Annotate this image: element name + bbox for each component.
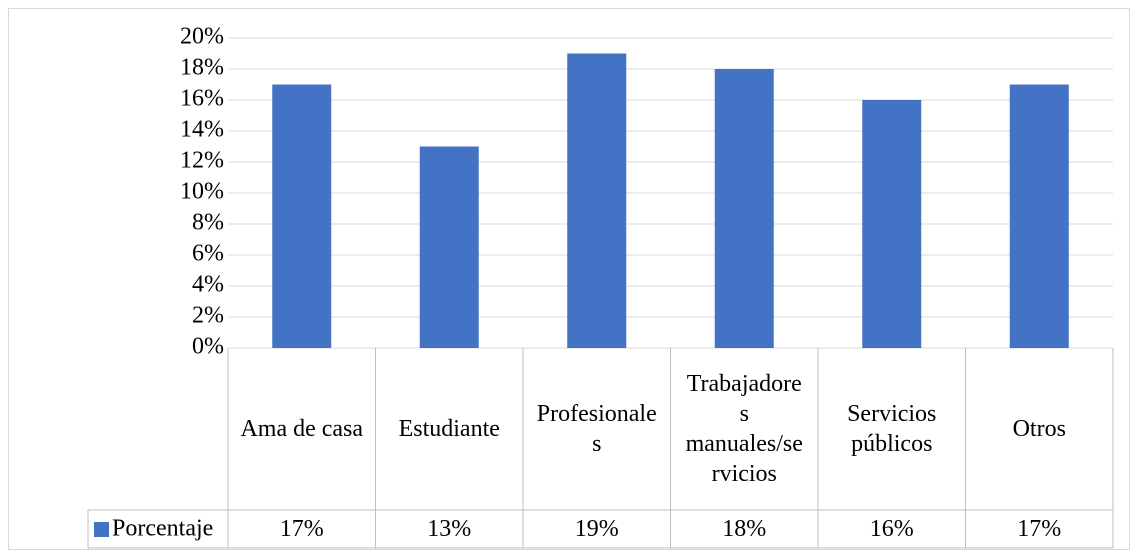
- y-tick-label: 14%: [180, 117, 224, 143]
- y-tick-label: 16%: [180, 86, 224, 112]
- category-label: Ama de casa: [240, 416, 364, 442]
- data-table-value: 19%: [574, 516, 619, 542]
- y-tick-label: 12%: [180, 148, 224, 174]
- legend-swatch: [94, 522, 109, 537]
- bar: [567, 53, 627, 348]
- y-tick-label: 6%: [192, 241, 224, 267]
- data-table-value: 16%: [869, 516, 914, 542]
- y-tick-label: 20%: [180, 24, 224, 50]
- data-table-value: 17%: [1017, 516, 1062, 542]
- bar: [419, 146, 479, 348]
- legend-label: Porcentaje: [112, 516, 213, 542]
- data-table-value: 13%: [427, 516, 472, 542]
- bar: [714, 69, 774, 348]
- y-tick-label: 0%: [192, 334, 224, 360]
- chart-border: [8, 8, 1130, 550]
- bar: [272, 84, 332, 348]
- y-tick-label: 8%: [192, 210, 224, 236]
- category-label: Trabajadores manuales/servicios: [685, 371, 803, 487]
- category-label: Otros: [1012, 416, 1066, 442]
- bar: [1009, 84, 1069, 348]
- data-table-value: 18%: [722, 516, 767, 542]
- y-tick-label: 2%: [192, 303, 224, 329]
- category-label: Servicios públicos: [847, 401, 937, 457]
- y-tick-label: 4%: [192, 272, 224, 298]
- category-label: Profesionales: [536, 401, 657, 457]
- y-tick-label: 10%: [180, 179, 224, 205]
- category-label: Estudiante: [398, 416, 500, 442]
- bar: [862, 100, 922, 348]
- y-tick-label: 18%: [180, 55, 224, 81]
- data-table-value: 17%: [279, 516, 324, 542]
